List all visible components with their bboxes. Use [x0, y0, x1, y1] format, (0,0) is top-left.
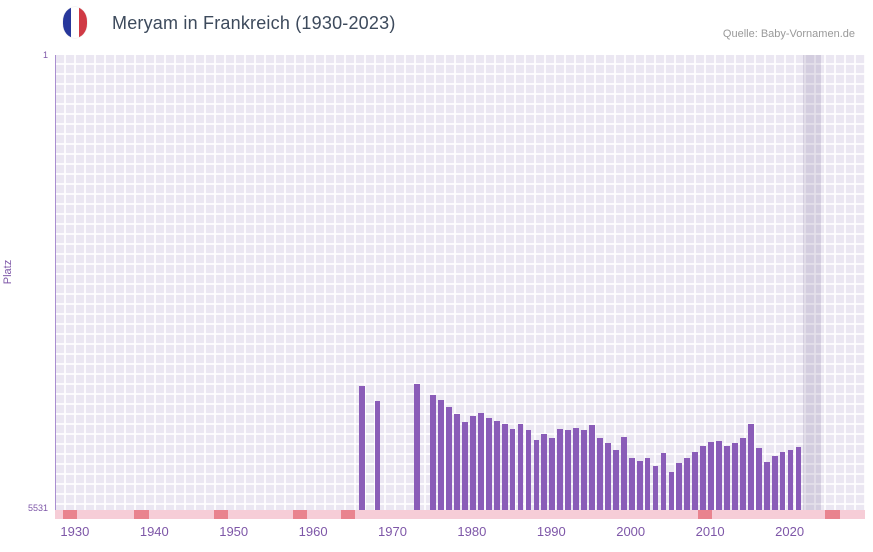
x-tick-1970: 1970 [378, 524, 407, 539]
baseline-strip [55, 510, 865, 519]
bar-1995[interactable] [589, 425, 595, 510]
bar-2000[interactable] [628, 458, 635, 510]
bar-2013[interactable] [732, 443, 738, 510]
bar-2010[interactable] [708, 441, 715, 510]
y-tick-bottom: 5531 [27, 503, 48, 513]
baseline-marker [134, 510, 149, 519]
bar-1999[interactable] [620, 436, 627, 510]
recent-years-highlight-band [802, 55, 821, 510]
x-tick-1950: 1950 [219, 524, 249, 539]
flag-red-stripe [79, 7, 87, 38]
bar-1977[interactable] [446, 407, 452, 510]
bar-2020[interactable] [787, 449, 794, 510]
source-credit[interactable]: Quelle: Baby-Vornamen.de [722, 28, 855, 40]
bar-2001[interactable] [636, 460, 643, 510]
bar-1983[interactable] [493, 421, 500, 510]
bar-2017[interactable] [763, 462, 770, 510]
bar-2015[interactable] [747, 423, 754, 510]
bar-1987[interactable] [525, 430, 532, 510]
baseline-marker [698, 510, 713, 519]
bar-2005[interactable] [668, 472, 675, 510]
bar-2007[interactable] [684, 458, 691, 510]
bar-2009[interactable] [700, 445, 707, 510]
bar-1973[interactable] [414, 384, 421, 510]
bar-1994[interactable] [581, 430, 587, 510]
y-axis-label: Platz [2, 259, 15, 285]
bar-2019[interactable] [779, 451, 786, 510]
x-tick-1990: 1990 [536, 524, 566, 539]
x-tick-1940: 1940 [139, 524, 169, 539]
bar-2003[interactable] [652, 465, 659, 510]
bar-1976[interactable] [438, 399, 445, 510]
bar-1966[interactable] [358, 385, 365, 510]
baseline-marker [62, 510, 78, 519]
bar-2011[interactable] [716, 440, 722, 510]
plot-area [55, 55, 865, 510]
x-tick-1930: 1930 [60, 524, 90, 539]
x-tick-2020: 2020 [775, 524, 805, 539]
france-flag-icon [63, 7, 87, 38]
bar-1989[interactable] [541, 434, 548, 510]
bar-2014[interactable] [739, 437, 746, 510]
bar-1992[interactable] [565, 430, 572, 510]
bar-1968[interactable] [374, 400, 381, 510]
x-tick-1980: 1980 [457, 524, 487, 539]
bar-1978[interactable] [454, 413, 460, 510]
flag-white-stripe [71, 7, 79, 38]
x-tick-2000: 2000 [616, 524, 646, 539]
bar-1997[interactable] [604, 443, 611, 510]
bar-1990[interactable] [549, 437, 556, 510]
bar-2021[interactable] [795, 446, 802, 510]
bar-1975[interactable] [430, 394, 437, 510]
bar-1993[interactable] [573, 427, 580, 510]
baseline-marker [293, 510, 308, 519]
x-tick-2010: 2010 [695, 524, 725, 539]
bar-1982[interactable] [485, 417, 492, 510]
y-tick-top: 1 [42, 50, 48, 60]
baseline-marker [825, 510, 840, 519]
bar-1981[interactable] [477, 412, 484, 510]
bar-1979[interactable] [462, 421, 468, 510]
bar-2016[interactable] [755, 448, 762, 510]
baseline-marker [213, 510, 229, 519]
bar-1991[interactable] [557, 429, 564, 510]
bar-1988[interactable] [533, 440, 540, 510]
bar-2004[interactable] [660, 453, 667, 510]
flag-blue-stripe [63, 7, 71, 38]
bar-1985[interactable] [509, 429, 516, 510]
bar-1980[interactable] [469, 416, 476, 510]
x-tick-1960: 1960 [298, 524, 328, 539]
bar-2006[interactable] [676, 463, 683, 510]
bar-1984[interactable] [501, 423, 508, 510]
bar-1996[interactable] [597, 437, 603, 510]
bar-2008[interactable] [692, 451, 699, 510]
bar-2018[interactable] [771, 455, 778, 510]
bar-2012[interactable] [724, 445, 730, 510]
bar-1986[interactable] [517, 423, 524, 510]
bar-1998[interactable] [612, 449, 619, 510]
bar-2002[interactable] [644, 458, 651, 510]
baseline-marker [340, 510, 356, 519]
page-title: Meryam in Frankreich (1930-2023) [112, 13, 396, 33]
